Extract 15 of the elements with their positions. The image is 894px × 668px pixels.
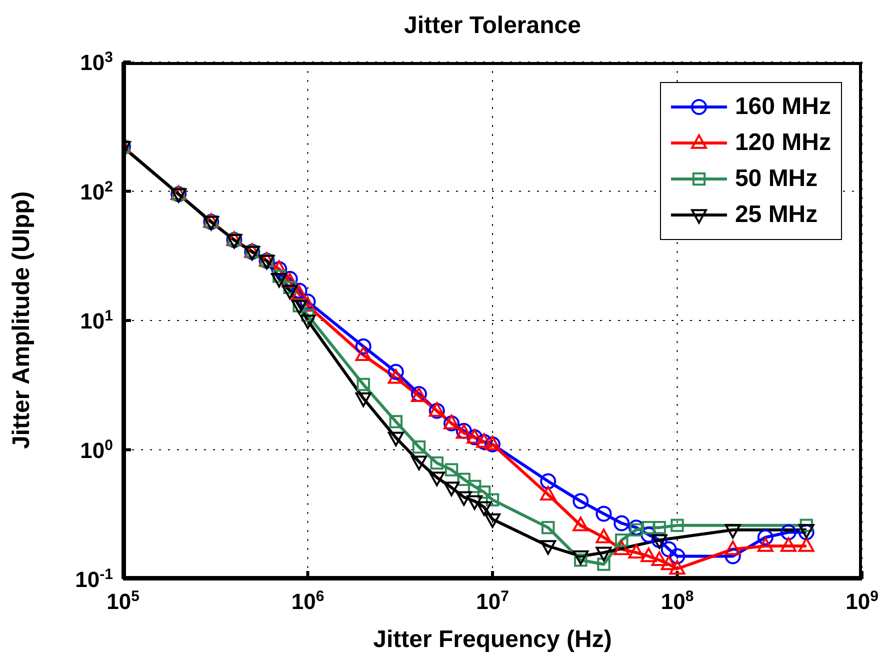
legend-label: 160 MHz — [734, 93, 831, 121]
legend-label: 50 MHz — [734, 165, 818, 193]
y-tick-label: 10$^{2}$ — [80, 178, 113, 204]
x-tick-label: 10$^{7}$ — [476, 588, 509, 614]
x-tick-label: 10$^{8}$ — [660, 588, 694, 614]
x-tick-label: 10$^{6}$ — [291, 588, 324, 614]
y-tick-label: 10$^{1}$ — [80, 307, 113, 334]
y-tick-label: 10$^{0}$ — [80, 436, 113, 463]
legend-label: 25 MHz — [734, 201, 818, 229]
chart-title: Jitter Tolerance — [403, 12, 582, 40]
x-tick-label: 10$^{9}$ — [846, 588, 878, 614]
x-axis-title: Jitter Frequency (Hz) — [372, 626, 613, 654]
y-axis-title: Jitter Amplitude (UIpp) — [8, 190, 36, 452]
y-tick-label: 10$^{3}$ — [80, 48, 113, 75]
legend-label: 120 MHz — [734, 129, 831, 157]
